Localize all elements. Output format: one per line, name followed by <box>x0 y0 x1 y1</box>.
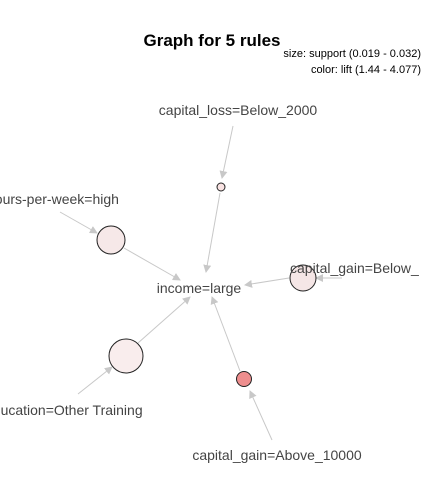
legend-size: size: support (0.019 - 0.032) <box>283 48 421 60</box>
graph-title: Graph for 5 rules <box>144 31 281 50</box>
item-education: education=Other Training <box>0 402 143 418</box>
edge-hours-to-rule <box>59 211 98 234</box>
edge-rule1-to-income <box>203 192 221 273</box>
item-capital-gain-above: capital_gain=Above_10000 <box>192 447 362 463</box>
edge-education-to-rule <box>77 366 113 395</box>
item-capital-gain-below: capital_gain=Below_ <box>290 260 419 276</box>
edge-rule5-to-income <box>210 296 241 372</box>
rule-node-5 <box>236 371 252 387</box>
rule-node-1 <box>216 182 226 192</box>
edge-capital-loss-to-rule <box>219 125 234 179</box>
edge-rule3-to-income <box>244 277 290 288</box>
rule-node-3 <box>289 264 317 292</box>
item-income: income=large <box>157 280 242 296</box>
legend-color: color: lift (1.44 - 4.077) <box>311 64 421 76</box>
item-capital-loss: capital_loss=Below_2000 <box>159 102 318 118</box>
edge-capital-gain-above-to-rule <box>249 390 273 441</box>
item-hours-per-week: hours-per-week=high <box>0 191 119 207</box>
rule-node-4 <box>108 338 144 374</box>
edge-rule2-to-income <box>123 247 181 281</box>
edge-rule4-to-income <box>137 296 191 344</box>
rule-node-2 <box>96 225 126 255</box>
